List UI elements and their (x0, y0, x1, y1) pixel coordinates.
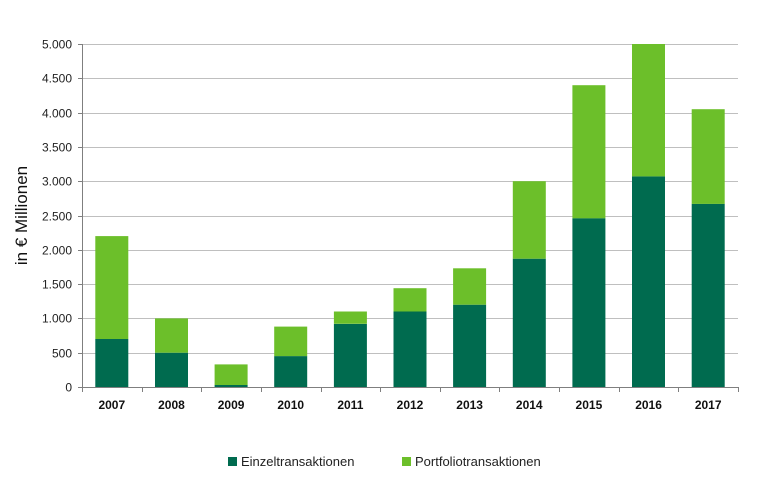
y-tick-label: 3.500 (42, 141, 72, 155)
legend-swatch-einzel (228, 457, 237, 466)
bar-portfolio-2015 (572, 85, 606, 219)
y-tick-label: 5.000 (42, 38, 72, 52)
bar-portfolio-2013 (453, 268, 487, 305)
legend-swatch-portfolio (402, 457, 411, 466)
x-tick-label: 2013 (456, 398, 483, 412)
x-tick-label: 2012 (397, 398, 424, 412)
x-tick-label: 2011 (337, 398, 363, 412)
bar-portfolio-2008 (155, 318, 188, 353)
x-tick-label: 2010 (277, 398, 304, 412)
bar-einzel-2009 (214, 384, 248, 387)
bar-einzel-2008 (155, 352, 188, 387)
bar-einzel-2012 (393, 311, 427, 387)
y-axis-label: in € Millionen (12, 166, 31, 265)
y-tick-label: 2.000 (42, 244, 72, 258)
x-tick-label: 2007 (98, 398, 125, 412)
bar-einzel-2016 (632, 176, 665, 387)
x-tick-label: 2016 (635, 398, 662, 412)
bar-portfolio-2016 (632, 44, 665, 177)
bar-portfolio-2017 (691, 109, 725, 204)
bar-einzel-2011 (333, 323, 367, 387)
x-tick-label: 2015 (576, 398, 603, 412)
y-tick-label: 0 (65, 381, 72, 395)
y-tick-labels: 0 500 1.000 1.500 2.000 2.500 3.000 3.500 4.000 4… (42, 38, 72, 395)
legend-label-portfolio: Portfoliotransaktionen (415, 454, 541, 469)
bar-einzel-2010 (274, 356, 308, 387)
y-tick-label: 4.500 (42, 72, 72, 86)
bar-einzel-2015 (572, 218, 606, 387)
bar-portfolio-2009 (214, 364, 248, 385)
bar-portfolio-2012 (393, 288, 427, 312)
y-tick-label: 2.500 (42, 210, 72, 224)
bar-einzel-2007 (95, 339, 129, 387)
x-tick-label: 2017 (695, 398, 722, 412)
bar-einzel-2013 (453, 304, 487, 387)
y-tick-label: 4.000 (42, 107, 72, 121)
y-tick-label: 1.000 (42, 312, 72, 326)
x-tick-label: 2014 (516, 398, 543, 412)
legend-label-einzel: Einzeltransaktionen (241, 454, 354, 469)
axes (78, 44, 739, 392)
x-tick-label: 2008 (158, 398, 185, 412)
bar-portfolio-2011 (333, 311, 367, 324)
legend: Einzeltransaktionen Portfoliotransaktione… (228, 454, 541, 469)
bar-einzel-2017 (691, 203, 725, 387)
bars (95, 44, 725, 387)
bar-einzel-2014 (512, 258, 546, 387)
y-tick-label: 1.500 (42, 278, 72, 292)
bar-portfolio-2014 (512, 181, 546, 259)
gridlines (82, 44, 738, 354)
bar-portfolio-2007 (95, 236, 129, 339)
x-tick-labels: 2007 2008 2009 2010 2011 2012 2013 2014 2015 2016… (98, 398, 721, 412)
y-tick-label: 500 (52, 347, 72, 361)
x-tick-label: 2009 (218, 398, 245, 412)
y-tick-label: 3.000 (42, 175, 72, 189)
bar-portfolio-2010 (274, 326, 308, 357)
